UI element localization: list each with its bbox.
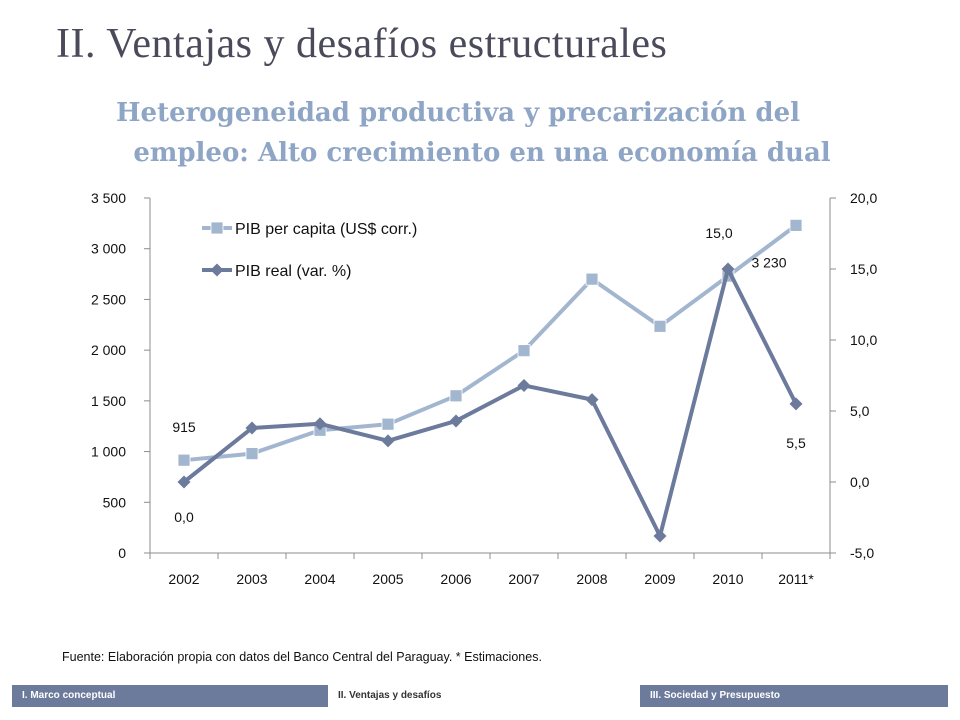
series-1-point <box>517 378 531 392</box>
footer-nav-item-sociedad-presupuesto[interactable]: III. Sociedad y Presupuesto <box>640 685 948 707</box>
right-axis-tick-label: 0,0 <box>850 474 870 490</box>
source-note: Fuente: Elaboración propia con datos del… <box>62 650 542 664</box>
data-label: 0,0 <box>174 509 194 525</box>
x-axis-tick-label: 2006 <box>440 571 471 587</box>
x-axis-ticks: 2002 2003 2004 2005 2006 2007 2008 2009 2010 2011… <box>149 553 831 587</box>
series-0-point <box>449 389 463 403</box>
footer-nav-item-ventajas-desafios[interactable]: II. Ventajas y desafíos <box>328 685 640 707</box>
series-0-point <box>177 453 191 467</box>
series-0-point <box>517 344 531 358</box>
legend-0-label: PIB per capita (US$ corr.) <box>235 221 417 238</box>
series-1-point <box>721 262 735 276</box>
slide-subtitle-line-2: empleo: Alto crecimiento en una economía… <box>133 138 831 168</box>
series-0-point <box>653 319 667 333</box>
left-axis-tick-label: 3 000 <box>91 241 126 257</box>
right-axis-tick-label: 5,0 <box>850 403 870 419</box>
left-axis-tick-label: 1 500 <box>91 393 126 409</box>
left-axis-tick-label: 2 500 <box>91 291 126 307</box>
series-1-point <box>177 475 191 489</box>
series-1-point <box>585 393 599 407</box>
footer-nav-item-marco-conceptual[interactable]: I. Marco conceptual <box>12 685 328 707</box>
footer-nav: I. Marco conceptual II. Ventajas y desaf… <box>12 685 948 707</box>
left-axis-tick-label: 0 <box>118 545 126 561</box>
series-0-point <box>381 417 395 431</box>
left-axis-tick-label: 500 <box>103 494 127 510</box>
x-axis-tick-label: 2011* <box>778 571 814 587</box>
x-axis-tick-label: 2007 <box>508 571 539 587</box>
series-1-point <box>381 434 395 448</box>
series-0-point <box>245 447 259 461</box>
series-1-point <box>653 529 667 543</box>
right-axis-tick-label: -5,0 <box>850 545 874 561</box>
x-axis-tick-label: 2005 <box>372 571 403 587</box>
data-label: 3 230 <box>751 254 786 270</box>
slide-title: II. Ventajas y desafíos estructurales <box>56 21 668 67</box>
series-0-point <box>789 218 803 232</box>
left-axis-ticks: 0 500 1 000 1 500 2 000 2 500 3 000 3 500 <box>91 190 150 561</box>
left-axis-tick-label: 2 000 <box>91 342 126 358</box>
slide-subtitle-line-1: Heterogeneidad productiva y precarizació… <box>115 98 801 128</box>
right-axis-tick-label: 15,0 <box>850 261 877 277</box>
series-0-point <box>585 272 599 286</box>
series-1-point <box>789 397 803 411</box>
series-1-point <box>449 414 463 428</box>
x-axis-tick-label: 2010 <box>712 571 743 587</box>
legend-0-marker <box>210 221 224 235</box>
x-axis-tick-label: 2004 <box>304 571 335 587</box>
chart-series <box>177 218 803 543</box>
data-labels: 915 3 230 0,0 15,0 5,5 <box>172 225 806 525</box>
x-axis-tick-label: 2002 <box>168 571 199 587</box>
right-axis-tick-label: 20,0 <box>850 190 877 206</box>
x-axis-tick-label: 2003 <box>236 571 267 587</box>
right-axis-ticks: -5,0 0,0 5,0 10,0 15,0 20,0 <box>830 190 877 561</box>
series-1-point <box>313 417 327 431</box>
x-axis-tick-label: 2009 <box>644 571 675 587</box>
x-axis-tick-label: 2008 <box>576 571 607 587</box>
right-axis-tick-label: 10,0 <box>850 332 877 348</box>
series-0-line <box>183 223 798 463</box>
chart-legend: PIB per capita (US$ corr.) PIB real (var.… <box>202 221 417 280</box>
left-axis-tick-label: 1 000 <box>91 444 126 460</box>
data-label: 5,5 <box>786 435 806 451</box>
series-1-line <box>182 267 798 538</box>
data-label: 15,0 <box>705 225 732 241</box>
data-label: 915 <box>172 419 196 435</box>
series-1-point <box>245 421 259 435</box>
left-axis-tick-label: 3 500 <box>91 190 126 206</box>
legend-1-marker <box>210 263 224 277</box>
legend-1-label: PIB real (var. %) <box>235 263 351 280</box>
